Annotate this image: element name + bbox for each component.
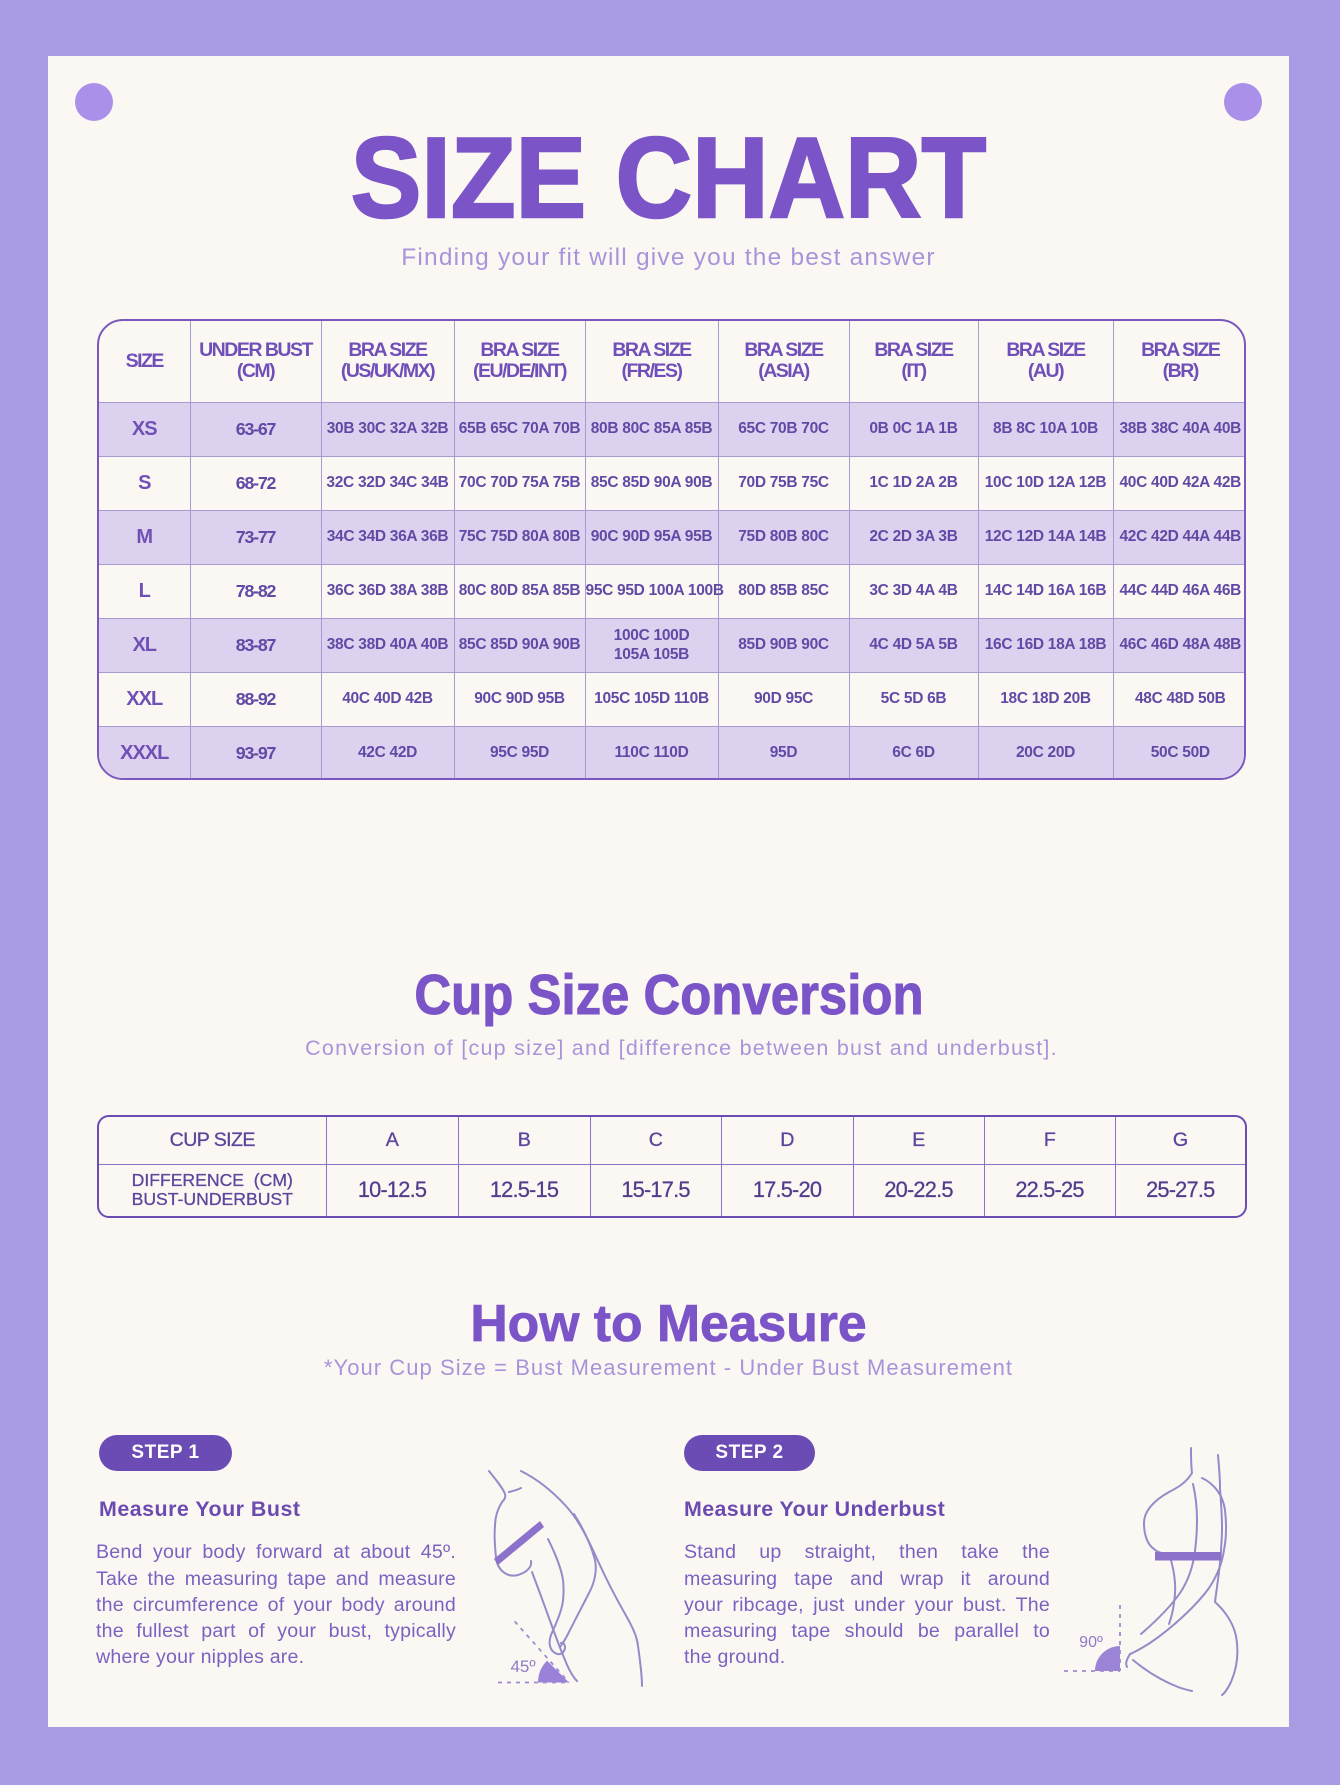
svg-text:90º: 90º [1079,1634,1103,1651]
svg-text:45º: 45º [510,1657,535,1676]
